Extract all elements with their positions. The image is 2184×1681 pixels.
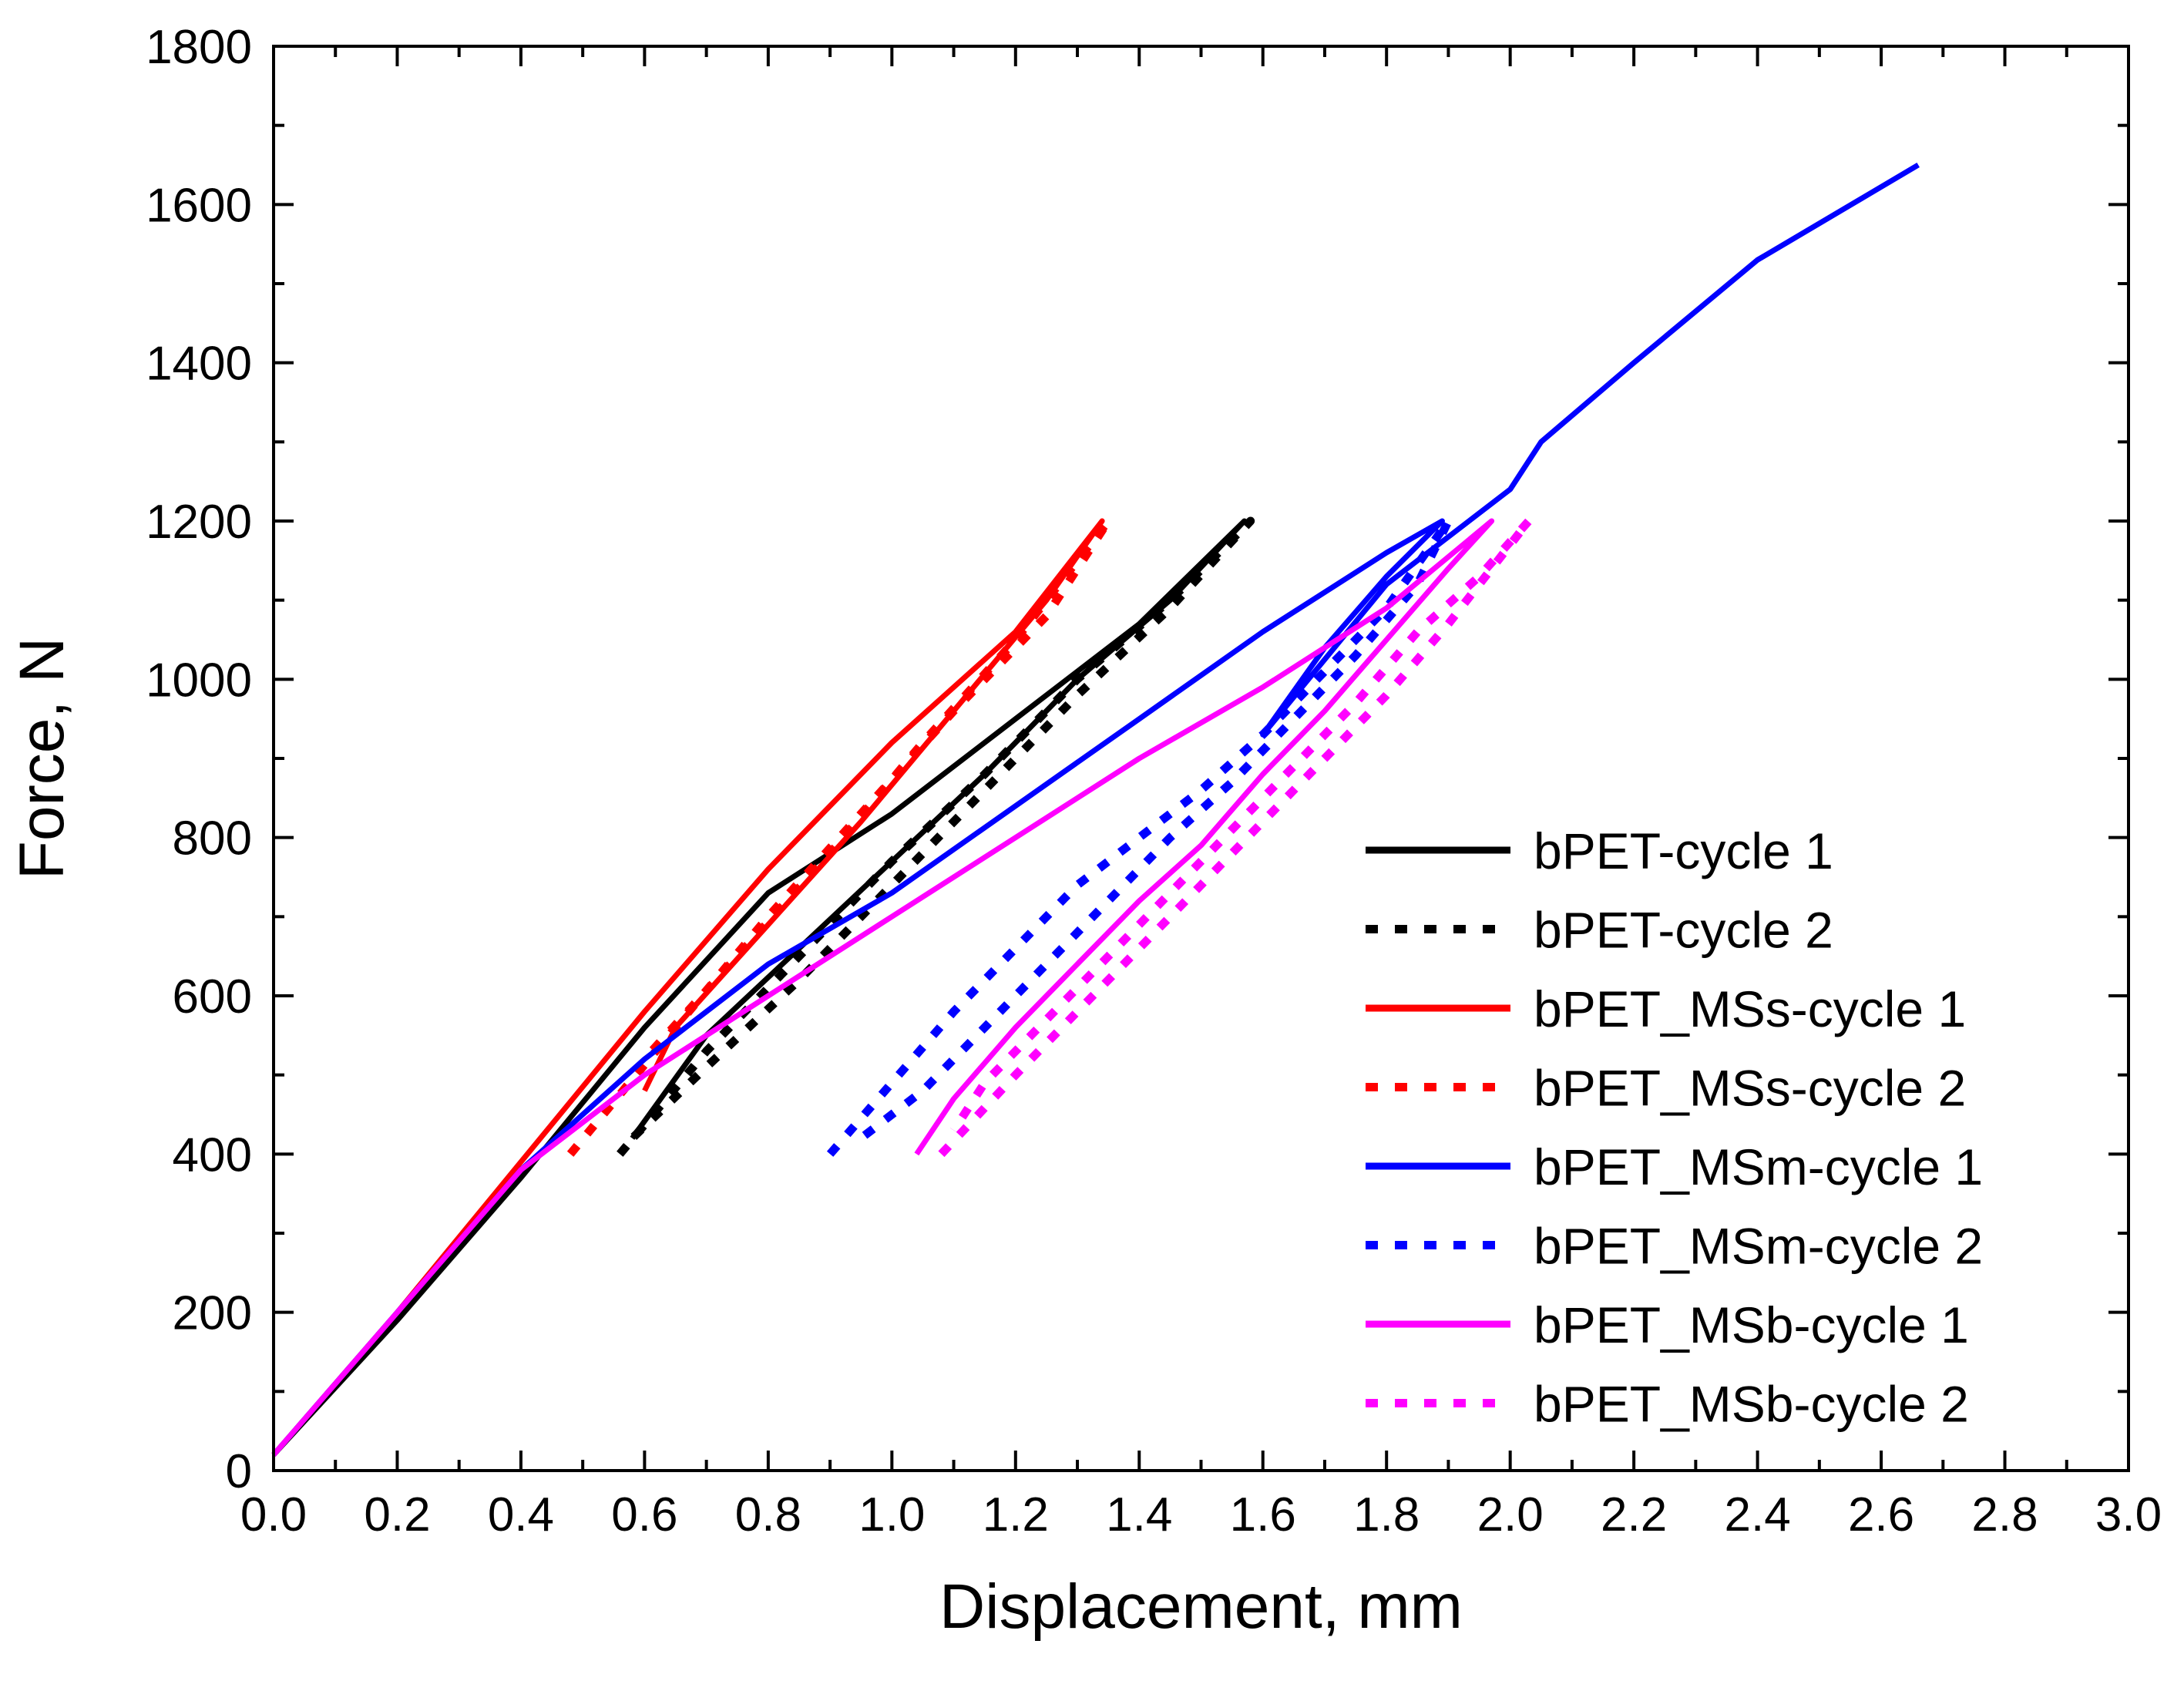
x-tick-labels: 0.0 0.2 0.4 0.6 0.8 1.0 1.2 1.4 1.6 1.8 2.0 2.2 2.4 2… xyxy=(240,1488,2162,1541)
y-tick-label: 200 xyxy=(173,1287,252,1340)
y-tick-label: 1200 xyxy=(146,496,252,549)
legend-label-3: bPET_MSs-cycle 1 xyxy=(1534,980,1966,1037)
series-line-8 xyxy=(938,516,1534,1158)
x-tick-label: 2.2 xyxy=(1601,1488,1667,1541)
y-tick-label: 400 xyxy=(173,1128,252,1182)
x-tick-label: 1.4 xyxy=(1106,1488,1172,1541)
y-axis-title: Force, N xyxy=(7,637,77,879)
y-tick-labels: 0 200 400 600 800 1000 1200 1400 1600 1800 xyxy=(146,21,252,1498)
x-tick-label: 1.6 xyxy=(1230,1488,1296,1541)
y-tick-label: 1600 xyxy=(146,179,252,232)
x-tick-label: 2.8 xyxy=(1971,1488,2038,1541)
x-tick-label: 2.0 xyxy=(1477,1488,1544,1541)
legend-label-1: bPET-cycle 1 xyxy=(1534,822,1833,879)
y-tick-label: 0 xyxy=(226,1445,252,1498)
series-line-2 xyxy=(617,516,1255,1157)
series-line-1 xyxy=(271,518,1248,1457)
legend-label-4: bPET_MSs-cycle 2 xyxy=(1534,1060,1966,1117)
legend-label-7: bPET_MSb-cycle 1 xyxy=(1534,1296,1969,1353)
legend-label-6: bPET_MSm-cycle 2 xyxy=(1534,1218,1983,1275)
x-tick-label: 0.4 xyxy=(488,1488,554,1541)
y-tick-label: 1000 xyxy=(146,654,252,707)
x-tick-label: 1.0 xyxy=(858,1488,925,1541)
x-tick-label: 0.8 xyxy=(735,1488,801,1541)
x-tick-label: 2.6 xyxy=(1848,1488,1914,1541)
y-tick-label: 600 xyxy=(173,970,252,1024)
x-tick-label: 3.0 xyxy=(2095,1488,2162,1541)
series-line-7 xyxy=(271,518,1495,1457)
x-tick-label: 1.8 xyxy=(1353,1488,1420,1541)
x-tick-label: 1.2 xyxy=(983,1488,1049,1541)
legend-label-5: bPET_MSm-cycle 1 xyxy=(1534,1138,1983,1195)
legend-label-2: bPET-cycle 2 xyxy=(1534,902,1833,959)
y-tick-label: 800 xyxy=(173,812,252,866)
x-tick-label: 0.0 xyxy=(240,1488,307,1541)
legend: bPET-cycle 1 bPET-cycle 2 bPET_MSs-cycle 1… xyxy=(1366,822,1983,1433)
axis-ticks xyxy=(272,45,2130,1472)
x-tick-label: 0.6 xyxy=(611,1488,677,1541)
series-line-4 xyxy=(566,516,1113,1157)
y-tick-label: 1800 xyxy=(146,21,252,74)
series-line-5 xyxy=(271,162,1920,1457)
y-tick-label: 1400 xyxy=(146,338,252,391)
legend-label-8: bPET_MSb-cycle 2 xyxy=(1534,1376,1969,1433)
plot-series xyxy=(271,162,1920,1457)
x-tick-label: 0.2 xyxy=(364,1488,430,1541)
x-tick-label: 2.4 xyxy=(1724,1488,1790,1541)
x-axis-title: Displacement, mm xyxy=(939,1572,1463,1642)
